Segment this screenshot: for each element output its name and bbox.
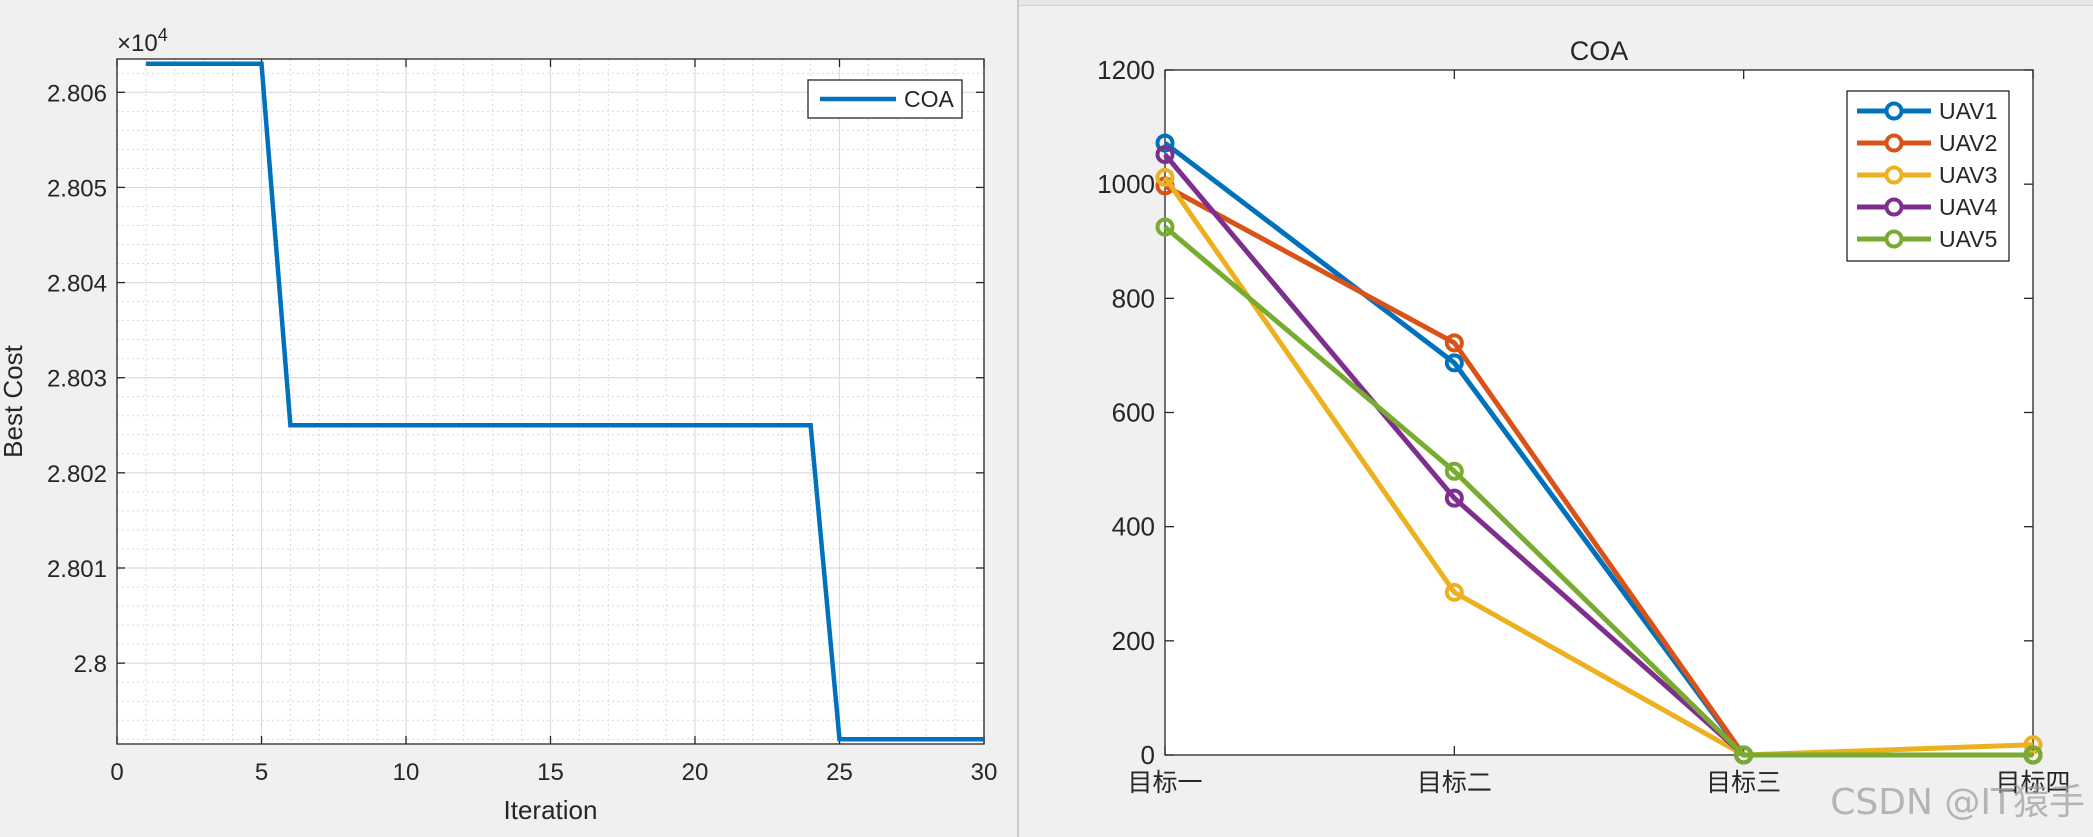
series-line-coa	[145, 61, 984, 742]
uav-figure-panel: 0 200 400 600 800 1000 1200 目标一 目标二 目标三 目标四 COA UAV1…	[1019, 0, 2093, 837]
x-tick-label: 目标四	[1995, 769, 2070, 797]
data-point-uav3	[2023, 735, 2043, 755]
data-point-uav5	[1155, 217, 1175, 237]
data-point-uav3	[1444, 582, 1464, 602]
uav-target-chart: 0 200 400 600 800 1000 1200 目标一 目标二 目标三 目标四 COA UAV1…	[1097, 36, 2070, 797]
x-tick-label: 目标三	[1706, 769, 1781, 797]
legend: COA	[807, 79, 963, 119]
legend-label: UAV3	[1939, 162, 1997, 188]
legend-label: UAV4	[1939, 194, 1998, 220]
x-tick-label: 目标一	[1127, 769, 1202, 797]
data-point-uav1	[1444, 353, 1464, 373]
legend-marker	[1884, 133, 1904, 153]
data-point-uav5	[2023, 745, 2043, 765]
data-point-uav1	[1155, 133, 1175, 153]
y-tick-label: 600	[1112, 398, 1155, 428]
legend-label: UAV5	[1939, 226, 1997, 252]
chart-title: COA	[1570, 36, 1629, 66]
panel-divider	[1017, 0, 1019, 837]
y-tick-label: 2.8	[74, 651, 107, 678]
y-tick-label: 2.805	[47, 175, 107, 202]
figure-toolbar-strip	[1019, 0, 2093, 6]
legend-label: UAV2	[1939, 130, 1997, 156]
x-tick-label: 25	[826, 759, 853, 786]
legend-label: UAV1	[1939, 98, 1997, 124]
x-tick-label: 目标二	[1417, 769, 1492, 797]
y-tick-label: 2.801	[47, 556, 107, 583]
x-tick-label: 15	[537, 759, 564, 786]
data-point-uav5	[1734, 745, 1754, 765]
y-tick-label: 200	[1112, 626, 1155, 656]
x-tick-label: 20	[682, 759, 709, 786]
y-tick-label: 1000	[1097, 169, 1155, 199]
y-tick-label: 400	[1112, 512, 1155, 542]
legend-marker	[1884, 101, 1904, 121]
x-axis-label: Iteration	[504, 795, 598, 825]
legend: UAV1 UAV2 UAV3 UAV4 UAV5	[1846, 90, 2010, 262]
y-tick-label: 1200	[1097, 55, 1155, 85]
legend-marker	[1884, 229, 1904, 249]
y-tick-label: 2.803	[47, 366, 107, 393]
legend-label: COA	[904, 86, 955, 112]
legend-marker	[1884, 165, 1904, 185]
watermark-text: CSDN @IT猿手	[1830, 782, 2085, 823]
y-tick-label: 2.806	[47, 80, 107, 107]
data-point-uav5	[1444, 461, 1464, 481]
series-line-uav5	[1163, 225, 2033, 758]
x-tick-label: 0	[110, 759, 123, 786]
x-tick-label: 10	[393, 759, 420, 786]
convergence-chart: 0 5 10 15 20 25 30 2.8 2.801 2.802 2.803 2.804 2.805…	[0, 25, 998, 825]
data-point-uav4	[1444, 488, 1464, 508]
y-tick-label: 2.804	[47, 271, 107, 298]
x-tick-label: 30	[971, 759, 998, 786]
data-point-uav3	[1155, 167, 1175, 187]
data-point-uav2	[1444, 333, 1464, 353]
data-point-uav4	[1155, 144, 1175, 164]
legend-marker	[1884, 197, 1904, 217]
x-tick-label: 5	[255, 759, 268, 786]
y-tick-label: 2.802	[47, 461, 107, 488]
y-axis-label: Best Cost	[0, 344, 28, 457]
y-tick-label: 800	[1112, 283, 1155, 313]
y-tick-label: 0	[1141, 740, 1155, 770]
convergence-figure-panel: 0 5 10 15 20 25 30 2.8 2.801 2.802 2.803 2.804 2.805…	[0, 0, 1017, 837]
series-line-uav3	[1162, 175, 2034, 758]
y-exponent-label: ×104	[117, 25, 168, 57]
